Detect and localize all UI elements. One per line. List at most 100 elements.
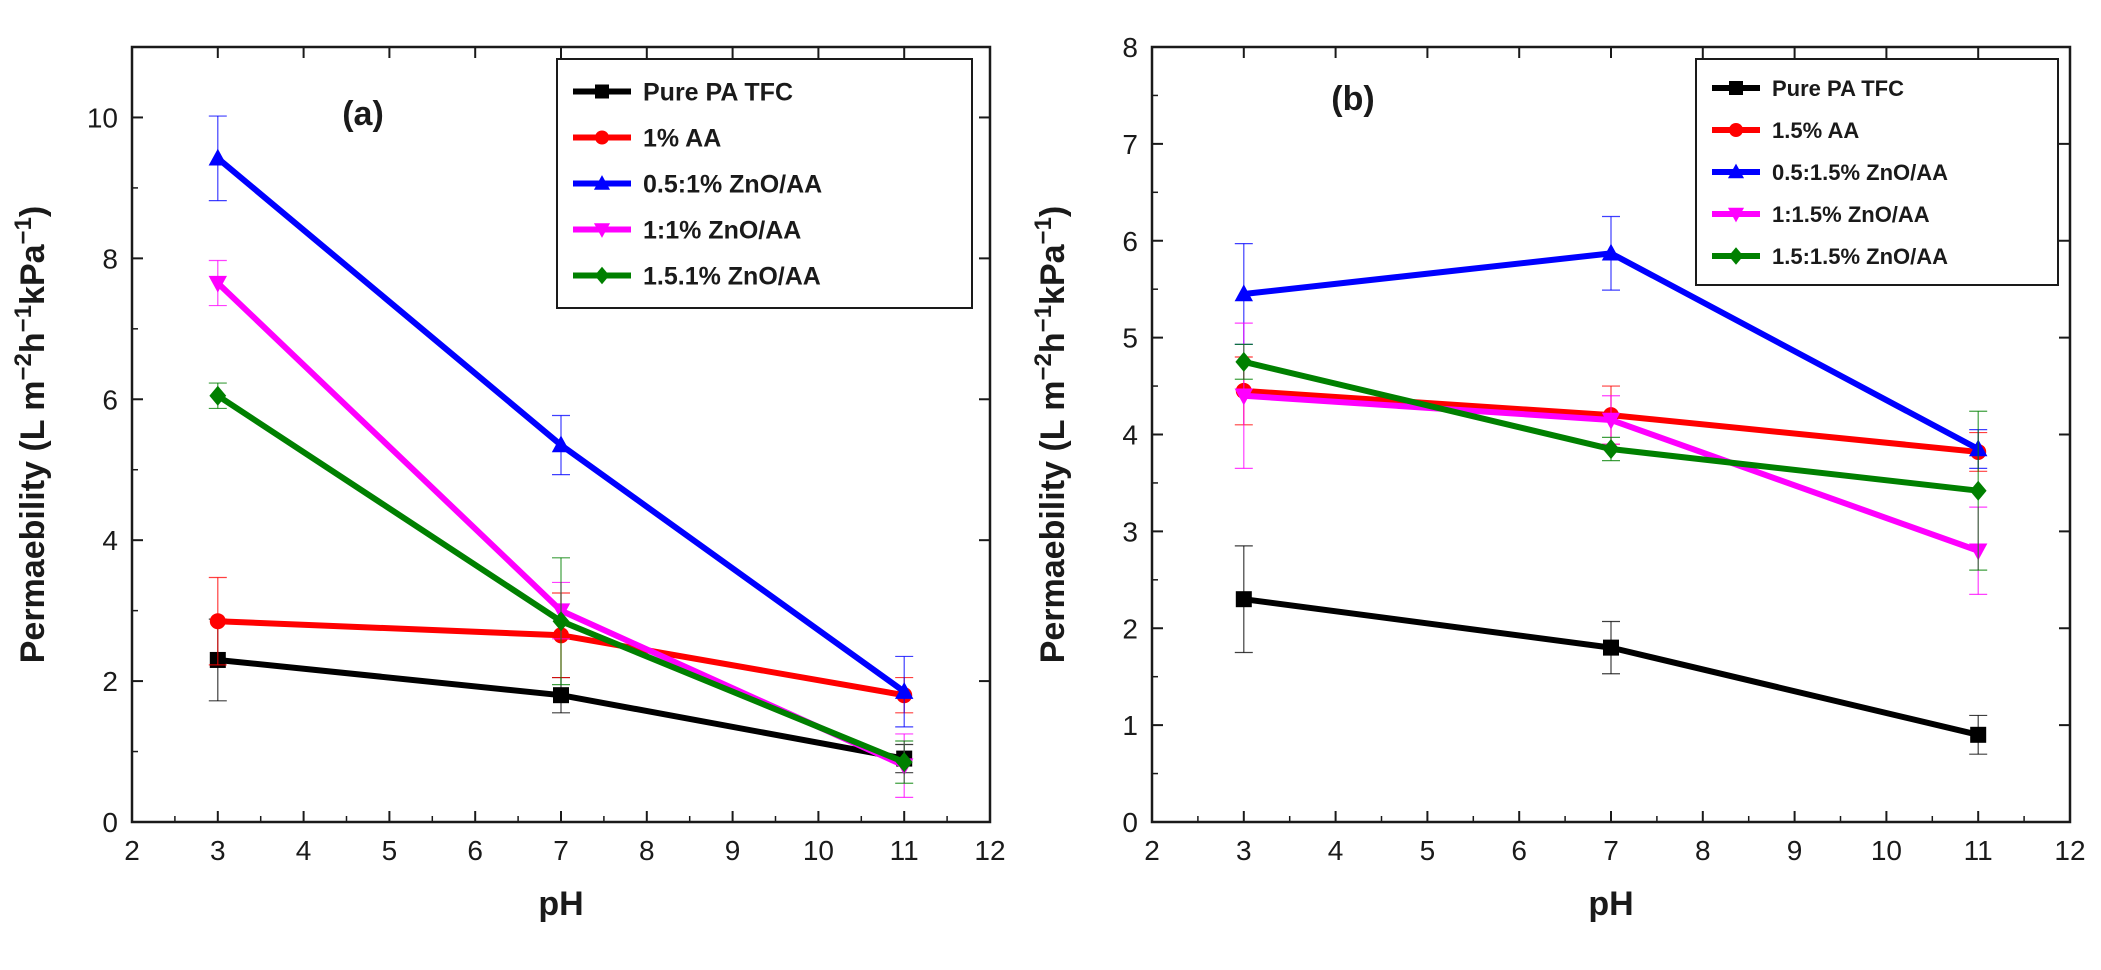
data-point bbox=[1235, 591, 1252, 608]
legend-marker bbox=[1728, 247, 1744, 265]
y-tick-label: 0 bbox=[102, 807, 118, 838]
y-tick-label: 8 bbox=[1122, 32, 1138, 63]
y-axis-title-part: ) bbox=[14, 206, 52, 217]
data-point bbox=[551, 435, 571, 453]
x-tick-label: 5 bbox=[1420, 835, 1436, 866]
legend-label: 1% AA bbox=[643, 125, 721, 153]
x-tick-label: 4 bbox=[296, 835, 312, 866]
legend-marker bbox=[1727, 163, 1745, 179]
x-tick-label: 3 bbox=[1236, 835, 1252, 866]
x-tick-label: 8 bbox=[639, 835, 655, 866]
data-point bbox=[1234, 284, 1253, 302]
legend-label: 1.5:1.5% ZnO/AA bbox=[1772, 244, 1948, 269]
data-point bbox=[208, 148, 227, 166]
y-tick-label: 5 bbox=[1122, 323, 1138, 354]
series-3 bbox=[208, 259, 914, 798]
series-4 bbox=[1234, 343, 1988, 571]
y-tick-label: 8 bbox=[102, 243, 118, 274]
legend-marker bbox=[1727, 207, 1745, 223]
legend-label: 0.5:1.5% ZnO/AA bbox=[1772, 160, 1948, 185]
data-point bbox=[1969, 480, 1987, 501]
x-tick-label: 8 bbox=[1695, 835, 1711, 866]
legend-marker bbox=[594, 266, 610, 285]
series-4 bbox=[208, 382, 914, 784]
x-tick-label: 11 bbox=[890, 835, 919, 866]
legend-label: 0.5:1% ZnO/AA bbox=[643, 171, 822, 199]
x-tick-label: 5 bbox=[382, 835, 398, 866]
y-axis-title-part: Permaebility (L m bbox=[14, 380, 52, 663]
x-tick-label: 10 bbox=[1871, 835, 1902, 866]
y-tick-label: 1 bbox=[1122, 710, 1138, 741]
data-point bbox=[1234, 388, 1253, 406]
x-tick-label: 12 bbox=[2054, 835, 2085, 866]
y-axis-title: Permaebility (L m−2h−1kPa−1) bbox=[10, 206, 52, 664]
y-axis-title-superscript: −1 bbox=[1030, 217, 1057, 244]
y-tick-label: 0 bbox=[1122, 807, 1138, 838]
legend-label: 1.5% AA bbox=[1772, 118, 1859, 143]
x-tick-label: 12 bbox=[974, 835, 1005, 866]
y-tick-label: 4 bbox=[1122, 420, 1138, 451]
y-tick-label: 7 bbox=[1122, 129, 1138, 160]
x-tick-label: 4 bbox=[1328, 835, 1344, 866]
y-axis-title-part: h bbox=[14, 332, 52, 353]
y-tick-label: 2 bbox=[102, 666, 118, 697]
data-point bbox=[209, 613, 226, 630]
x-tick-label: 6 bbox=[1511, 835, 1527, 866]
y-axis-title-part: kPa bbox=[14, 243, 52, 305]
x-tick-label: 9 bbox=[725, 835, 741, 866]
data-point bbox=[1235, 351, 1253, 372]
data-point bbox=[1603, 639, 1619, 656]
x-tick-label: 6 bbox=[467, 835, 483, 866]
y-tick-label: 3 bbox=[1122, 516, 1138, 547]
y-axis-title-part: Permaebility (L m bbox=[1034, 380, 1072, 663]
data-point bbox=[1601, 412, 1621, 430]
data-point bbox=[209, 385, 227, 406]
data-point bbox=[895, 752, 913, 773]
panel-label: (b) bbox=[1331, 80, 1374, 118]
x-tick-label: 2 bbox=[124, 835, 140, 866]
legend-marker bbox=[1729, 123, 1743, 137]
y-axis-title-superscript: −2 bbox=[1030, 353, 1057, 380]
data-point bbox=[1970, 726, 1987, 743]
y-tick-label: 4 bbox=[102, 525, 118, 556]
series-2 bbox=[208, 115, 914, 728]
y-tick-label: 6 bbox=[102, 384, 118, 415]
legend-label: 1:1.5% ZnO/AA bbox=[1772, 202, 1930, 227]
x-tick-label: 10 bbox=[803, 835, 834, 866]
x-tick-label: 2 bbox=[1144, 835, 1160, 866]
legend-marker bbox=[593, 175, 611, 190]
legend-marker bbox=[1729, 81, 1743, 95]
y-axis-title-superscript: −2 bbox=[10, 353, 37, 380]
x-tick-label: 7 bbox=[553, 835, 569, 866]
legend-marker bbox=[593, 223, 611, 238]
x-tick-label: 3 bbox=[210, 835, 226, 866]
y-tick-label: 6 bbox=[1122, 226, 1138, 257]
y-axis-title-part: ) bbox=[1034, 206, 1072, 217]
y-axis-title: Permaebility (L m−2h−1kPa−1) bbox=[1030, 206, 1072, 664]
data-point bbox=[208, 275, 227, 293]
x-tick-label: 9 bbox=[1787, 835, 1803, 866]
legend-marker bbox=[595, 130, 609, 145]
data-point bbox=[553, 687, 569, 704]
series-0 bbox=[1234, 545, 1988, 755]
legend-label: 1:1% ZnO/AA bbox=[643, 217, 801, 245]
x-axis-title: pH bbox=[538, 885, 583, 923]
y-axis-title-superscript: −1 bbox=[10, 305, 37, 332]
legend-marker bbox=[595, 84, 609, 99]
legend: Pure PA TFC 1% AA 0.5:1% ZnO/AA 1:1% ZnO/AA… bbox=[556, 58, 973, 309]
y-axis-title-superscript: −1 bbox=[10, 217, 37, 244]
x-axis-title: pH bbox=[1588, 885, 1633, 923]
y-tick-label: 10 bbox=[87, 102, 118, 133]
y-axis-title-part: h bbox=[1034, 332, 1072, 353]
data-point bbox=[1602, 439, 1620, 460]
y-axis-title-superscript: −1 bbox=[1030, 305, 1057, 332]
data-point bbox=[1601, 243, 1621, 261]
panel-label: (a) bbox=[342, 95, 384, 133]
x-tick-label: 11 bbox=[1964, 835, 1993, 866]
legend: Pure PA TFC 1.5% AA 0.5:1.5% ZnO/AA 1:1.5% … bbox=[1695, 58, 2059, 286]
data-point bbox=[895, 682, 914, 699]
